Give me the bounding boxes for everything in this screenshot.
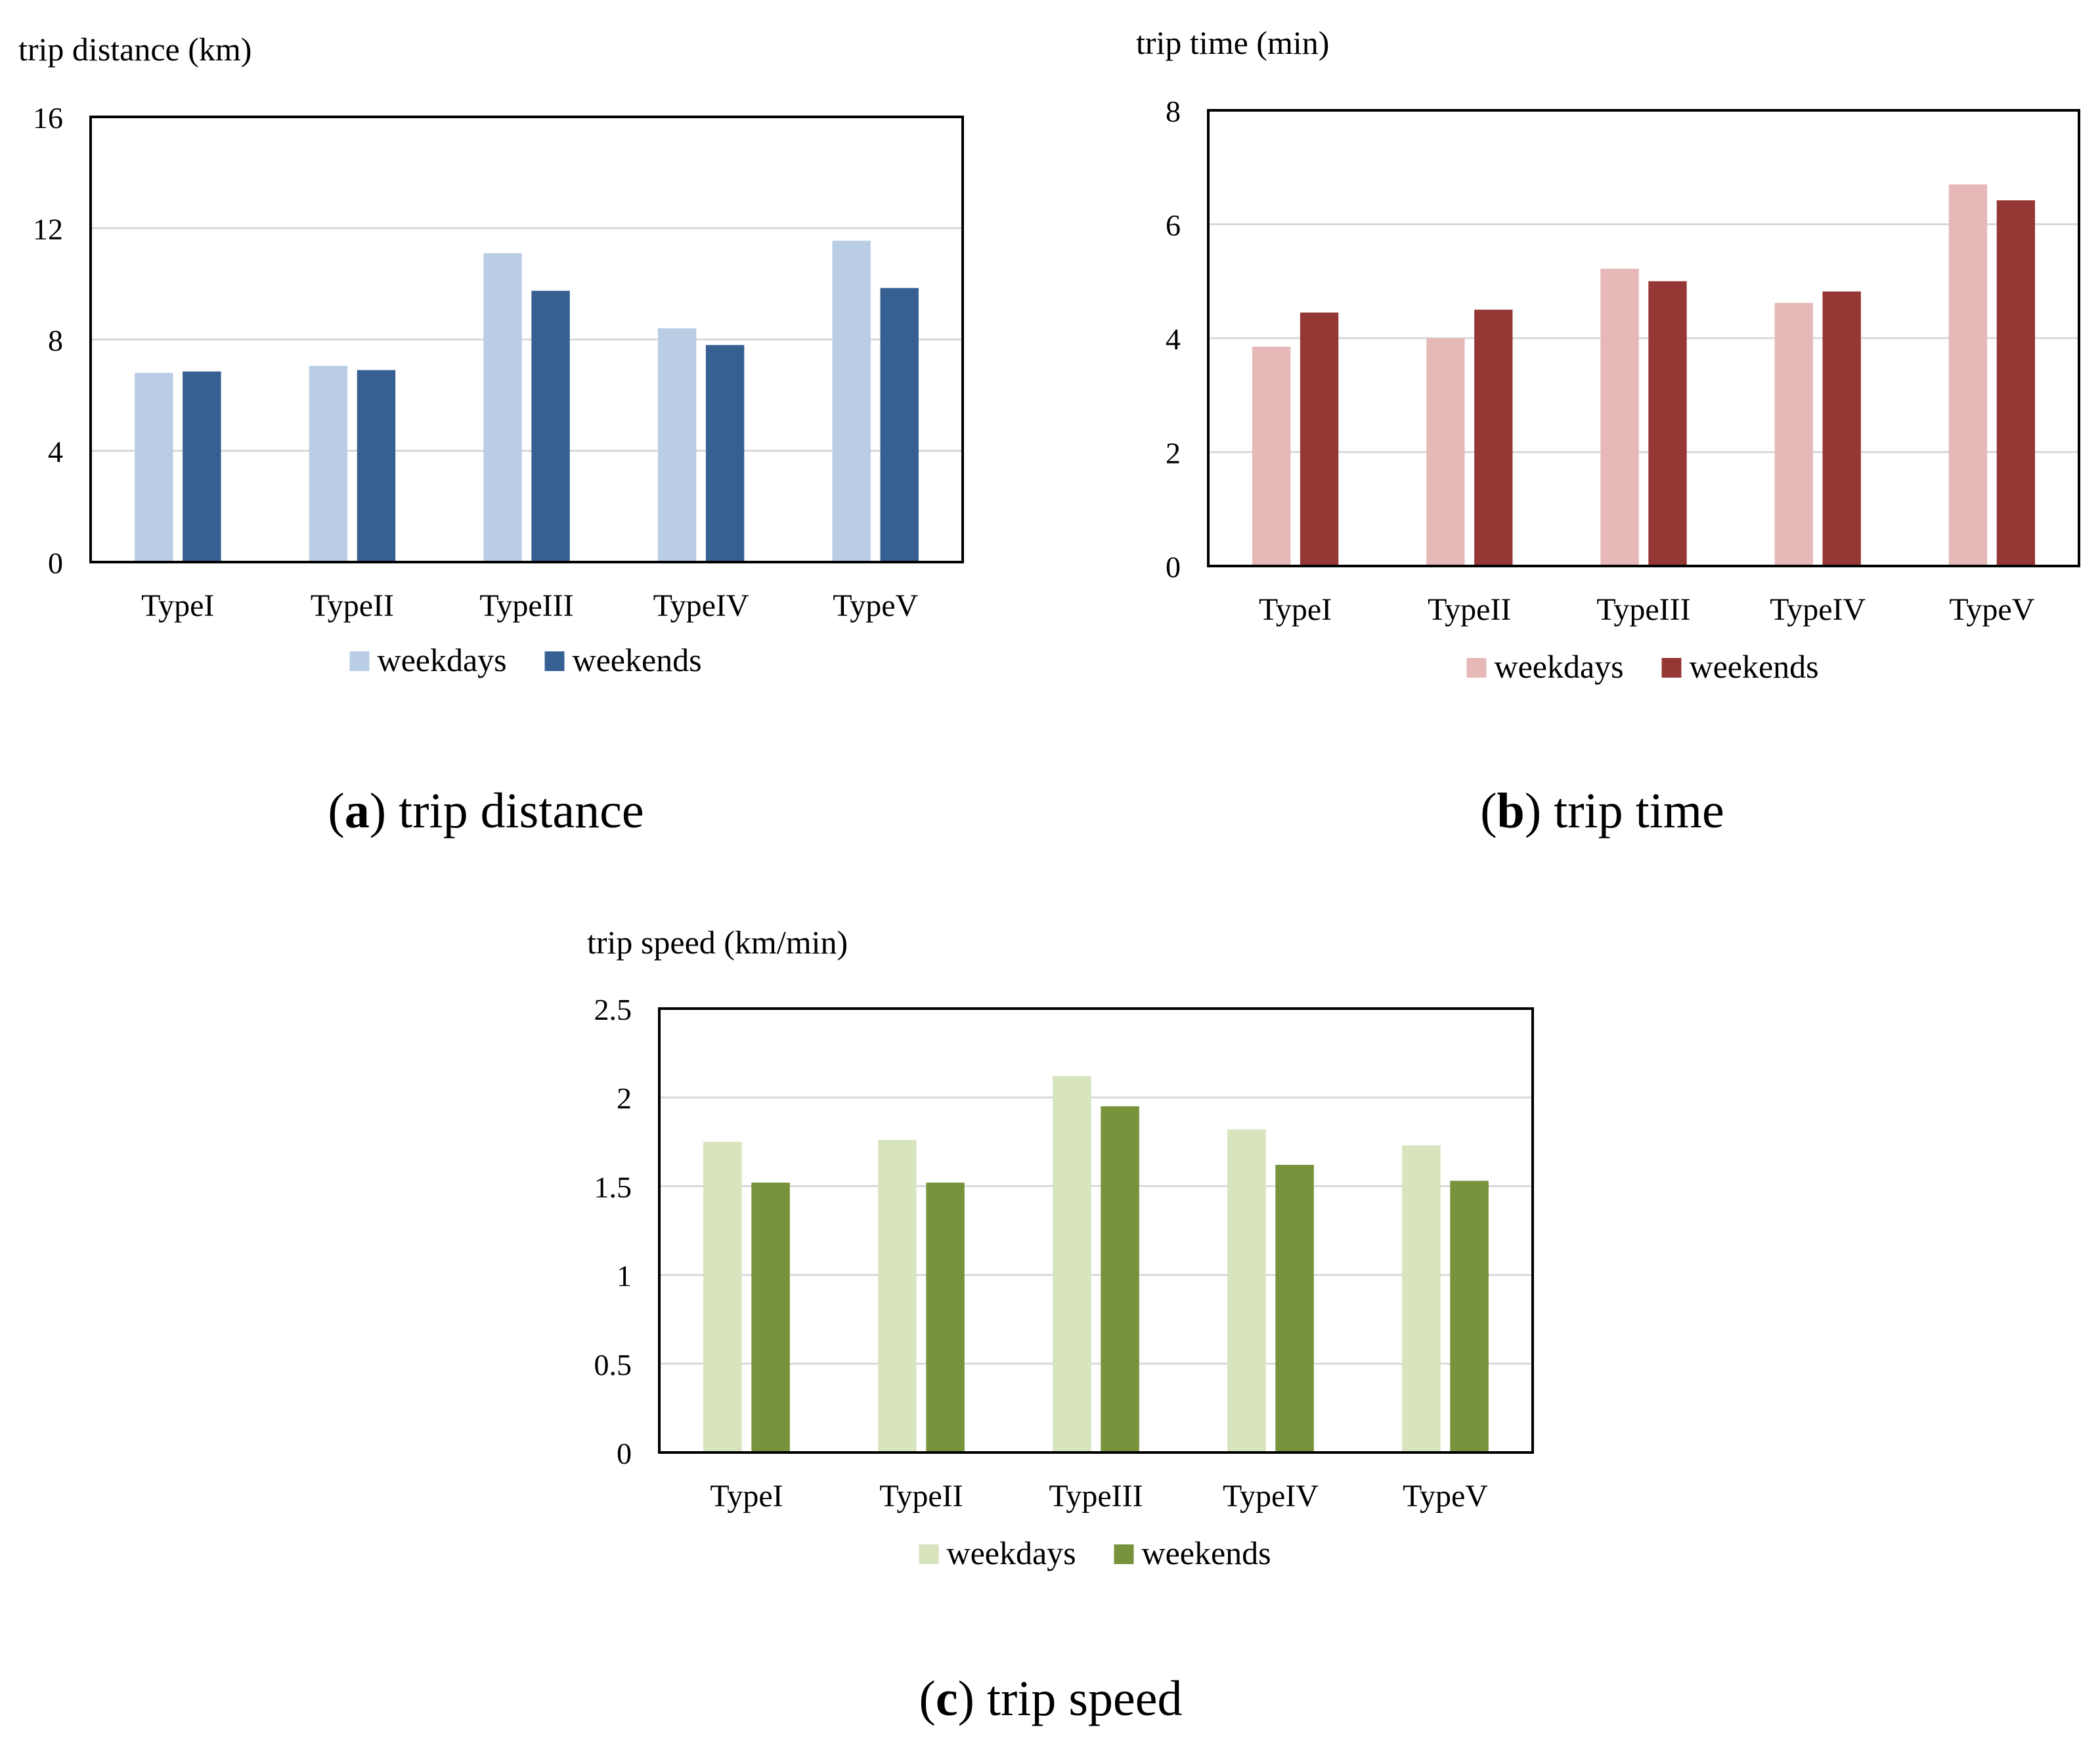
x-tick-label: TypeII: [879, 1479, 963, 1514]
plot-frame: [1207, 109, 2080, 567]
legend-label-weekends: weekends: [573, 642, 702, 678]
y-tick-label: 8: [1166, 95, 1181, 128]
bar-weekends-TypeI: [1300, 312, 1339, 566]
chart-1-caption: (b) trip time: [1480, 783, 1724, 839]
bar-weekdays-TypeIII: [1600, 269, 1639, 566]
y-tick-label: 6: [1166, 209, 1181, 242]
y-tick-label: 1.5: [594, 1170, 632, 1204]
bar-weekends-TypeIII: [1101, 1106, 1139, 1452]
x-tick-label: TypeIII: [1596, 592, 1690, 627]
bar-weekends-TypeII: [1474, 309, 1513, 566]
legend-label-weekends: weekends: [1690, 648, 1819, 685]
chart-2-caption: (c) trip speed: [919, 1671, 1183, 1726]
bar-weekdays-TypeII: [878, 1140, 917, 1452]
bar-weekdays-TypeI: [703, 1141, 742, 1452]
legend-swatch-weekdays: [919, 1544, 939, 1564]
bar-weekdays-TypeIV: [1774, 303, 1813, 566]
chart-2-ylabel: trip speed (km/min): [587, 924, 848, 961]
y-tick-label: 4: [1166, 322, 1181, 356]
bar-weekdays-TypeII: [309, 366, 348, 562]
legend-label-weekends: weekends: [1142, 1535, 1271, 1571]
x-tick-label: TypeIV: [1770, 592, 1866, 627]
chart-1-ylabel: trip time (min): [1136, 24, 1329, 61]
x-tick-label: TypeV: [1403, 1479, 1488, 1514]
y-tick-label: 2.5: [594, 993, 632, 1026]
bar-weekends-TypeIII: [1648, 281, 1687, 566]
legend-swatch-weekends: [1661, 658, 1682, 678]
bar-weekends-TypeIV: [705, 345, 745, 562]
legend-swatch-weekdays: [349, 651, 370, 671]
legend-label-weekdays: weekdays: [1495, 648, 1624, 685]
x-tick-label: TypeI: [141, 588, 214, 623]
bar-weekends-TypeI: [183, 371, 221, 562]
bar-weekdays-TypeII: [1426, 338, 1465, 566]
bar-weekdays-TypeV: [832, 240, 871, 562]
bar-weekends-TypeII: [926, 1182, 965, 1452]
chart-1: trip time (min) 0 2 4 6 8 TypeI TypeII TypeIII Ty…: [1136, 24, 2080, 839]
y-tick-label: 16: [33, 101, 63, 135]
legend-swatch-weekends: [1114, 1544, 1134, 1564]
x-tick-label: TypeV: [833, 588, 918, 623]
bar-weekends-TypeIV: [1275, 1164, 1314, 1452]
bar-weekdays-TypeIV: [657, 328, 697, 562]
y-tick-label: 12: [33, 213, 63, 246]
x-tick-label: TypeIV: [653, 588, 749, 623]
legend-label-weekdays: weekdays: [947, 1535, 1076, 1571]
y-tick-label: 0: [617, 1437, 632, 1470]
bar-weekdays-TypeI: [135, 372, 173, 562]
bar-weekdays-TypeV: [1948, 184, 1988, 566]
x-tick-label: TypeI: [1259, 592, 1332, 627]
chart-2: trip speed (km/min) 0 0.5 1 1.5 2 2.5 TypeI Type…: [587, 924, 1534, 1726]
legend-label-weekdays: weekdays: [378, 642, 507, 678]
y-tick-label: 2: [1166, 437, 1181, 470]
x-tick-label: TypeIII: [479, 588, 573, 623]
y-tick-label: 0: [48, 546, 63, 580]
x-tick-label: TypeII: [1428, 592, 1511, 627]
bar-weekdays-TypeIII: [483, 253, 522, 562]
chart-0-ylabel: trip distance (km): [18, 31, 252, 68]
plot-frame: [89, 116, 964, 563]
x-tick-label: TypeI: [710, 1479, 783, 1514]
bar-weekends-TypeV: [880, 288, 919, 562]
x-tick-label: TypeIII: [1049, 1479, 1143, 1514]
bar-weekends-TypeII: [357, 370, 396, 562]
bar-weekends-TypeI: [751, 1182, 790, 1452]
legend-swatch-weekdays: [1466, 658, 1487, 678]
bar-weekends-TypeIII: [531, 290, 570, 562]
y-tick-label: 1: [617, 1259, 632, 1293]
x-tick-label: TypeIV: [1223, 1479, 1319, 1514]
y-tick-label: 0.5: [594, 1348, 632, 1382]
bar-weekdays-TypeI: [1252, 347, 1291, 566]
bar-weekends-TypeV: [1450, 1181, 1489, 1452]
legend-swatch-weekends: [544, 651, 565, 671]
y-tick-label: 8: [48, 324, 63, 357]
y-tick-label: 4: [48, 435, 63, 469]
chart-0: trip distance (km) 0 4 8 12 16 TypeI TypeII Type…: [18, 31, 964, 839]
bar-weekdays-TypeIII: [1053, 1076, 1091, 1452]
y-tick-label: 2: [617, 1081, 632, 1115]
chart-0-caption: (a) trip distance: [328, 783, 644, 839]
plot-frame: [658, 1007, 1534, 1454]
x-tick-label: TypeV: [1949, 592, 2034, 627]
bar-weekdays-TypeIV: [1227, 1129, 1266, 1452]
bar-weekends-TypeIV: [1822, 291, 1861, 566]
x-tick-label: TypeII: [311, 588, 394, 623]
y-tick-label: 0: [1166, 550, 1181, 584]
bar-weekdays-TypeV: [1402, 1145, 1441, 1452]
bar-weekends-TypeV: [1996, 200, 2036, 566]
